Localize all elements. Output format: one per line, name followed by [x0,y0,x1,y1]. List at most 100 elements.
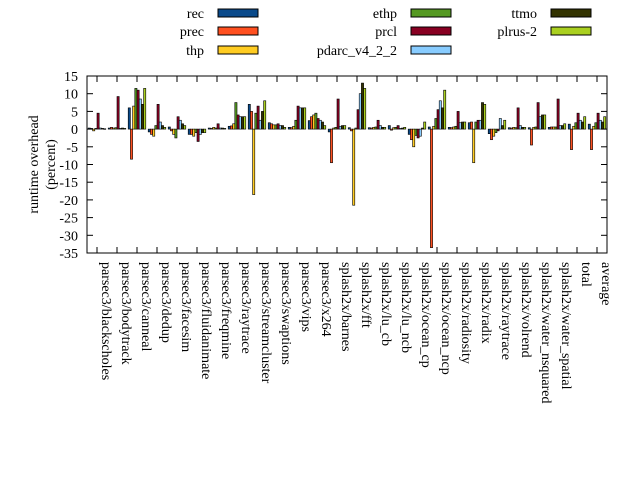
bar-prec-parsec3-x264 [310,116,313,130]
x-tick-label: parsec3/vips [298,262,313,332]
bar-ethp-splash2x-water-nsquared [534,126,538,130]
bar-pdarc_v4_2_2-parsec3-facesim [178,119,182,130]
y-tick-label: 5 [71,105,78,120]
legend-item-ttmo: ttmo [511,7,592,22]
bar-ethp-splash2x-barnes [334,127,338,130]
bar-rec-splash2x-water-spatial [547,127,551,130]
bars-layer [87,82,607,248]
bar-rec-parsec3-vips [287,127,291,130]
bar-thp-parsec3-dedup [152,128,156,137]
bar-plrus-2-parsec3-canneal [143,88,147,130]
x-tick-label: splash2x/water_spatial [558,262,573,390]
bar-prcl-splash2x-barnes [336,98,340,130]
y-tick-label: -30 [59,229,78,244]
bar-prec-splash2x-lu-ncb [390,128,393,131]
bar-ttmo-parsec3-dedup [161,125,164,130]
bar-thp-splash2x-water-nsquared [532,127,536,130]
bar-ttmo-parsec3-swaptions [281,125,284,130]
bar-rec-parsec3-bodytrack [107,127,111,130]
bar-ttmo-splash2x-water-spatial [561,125,564,130]
bar-ttmo-splash2x-lu-ncb [401,127,404,130]
bar-rec-splash2x-lu-cb [367,127,371,130]
bar-ttmo-average [601,121,604,130]
bar-thp-splash2x-ocean-cp [412,128,416,148]
bar-plrus-2-parsec3-raytrace [243,116,247,130]
bar-prec-parsec3-canneal [130,128,133,160]
bar-ttmo-parsec3-raytrace [241,116,244,130]
bar-thp-splash2x-barnes [332,127,336,130]
bar-prec-splash2x-ocean-cp [410,128,413,141]
bar-ethp-parsec3-freqmine [214,127,218,130]
bar-plrus-2-splash2x-radiosity [463,121,467,130]
legend-label: plrus-2 [497,25,537,40]
bar-pdarc_v4_2_2-splash2x-raytrace [498,118,502,130]
legend-label: pdarc_v4_2_2 [317,44,397,59]
bar-prec-parsec3-streamcluster [250,111,253,130]
y-axis-label-line: (percent) [44,139,59,190]
bar-pdarc_v4_2_2-splash2x-lu-cb [378,125,382,130]
bar-thp-splash2x-ocean-ncp [432,125,436,130]
bar-ethp-splash2x-ocean-cp [414,128,418,136]
bar-pdarc_v4_2_2-parsec3-streamcluster [258,119,262,130]
x-tick-label: parsec3/x264 [318,262,333,337]
y-tick-label: -20 [59,194,78,209]
bar-plrus-2-splash2x-water-nsquared [543,114,547,130]
bar-rec-parsec3-freqmine [207,127,211,130]
y-tick-label: -5 [66,141,78,156]
x-tick-label: average [598,262,613,306]
bar-pdarc_v4_2_2-splash2x-barnes [338,125,342,130]
bar-plrus-2-parsec3-vips [303,107,307,130]
legend-label: ttmo [511,7,537,22]
bar-prec-parsec3-fluidanimate [190,128,193,135]
bar-ethp-parsec3-raytrace [234,102,238,130]
bar-ethp-parsec3-dedup [154,125,158,130]
bar-thp-parsec3-facesim [172,128,176,135]
x-tick-label: parsec3/blackscholes [98,262,113,380]
x-tick-label: splash2x/water_nsquared [538,262,553,404]
legend-swatch [410,8,452,18]
bar-plrus-2-splash2x-water-spatial [563,123,567,130]
bar-prcl-splash2x-raytrace [496,128,500,132]
legend-swatch [217,8,259,18]
legend-item-prec: prec [180,25,259,40]
bar-ethp-splash2x-raytrace [494,128,498,133]
bar-prec-splash2x-raytrace [490,128,493,141]
x-tick-label: parsec3/freqmine [218,262,233,359]
bar-prec-parsec3-bodytrack [110,127,113,130]
bar-pdarc_v4_2_2-parsec3-raytrace [238,116,242,130]
bar-thp-average [592,125,596,130]
y-tick-label: -15 [59,176,78,191]
bar-prcl-parsec3-canneal [136,89,140,130]
bar-thp-parsec3-streamcluster [252,128,256,195]
bar-prcl-parsec3-streamcluster [256,105,260,130]
x-tick-label: parsec3/swaptions [278,262,293,365]
bar-rec-splash2x-radix [467,122,471,130]
bar-ttmo-parsec3-x264 [321,121,324,130]
bar-prec-splash2x-water-nsquared [530,128,533,146]
bar-thp-parsec3-freqmine [212,127,216,130]
bar-prec-splash2x-water-spatial [550,126,553,130]
y-axis-label: runtime overhead (percent) [27,115,59,213]
bar-rec-total [567,123,571,130]
bar-rec-splash2x-radiosity [447,127,451,130]
bar-prec-splash2x-volrend [510,127,513,130]
bar-prec-splash2x-barnes [330,128,333,164]
bar-prcl-splash2x-volrend [516,107,520,130]
bar-pdarc_v4_2_2-parsec3-bodytrack [118,128,122,130]
bar-pdarc_v4_2_2-splash2x-lu-ncb [398,128,402,130]
bar-prec-splash2x-radiosity [450,127,453,130]
legend-label: prec [180,25,204,40]
bar-prcl-splash2x-lu-ncb [396,125,400,130]
bar-plrus-2-splash2x-radix [483,104,487,130]
bar-ethp-parsec3-facesim [174,128,178,139]
bar-thp-parsec3-x264 [312,114,316,130]
legend-item-prcl: prcl [375,25,452,40]
bar-rec-splash2x-water-nsquared [527,127,531,130]
bar-prec-parsec3-swaptions [270,123,273,130]
bar-ttmo-parsec3-fluidanimate [201,128,204,133]
bar-pdarc_v4_2_2-parsec3-canneal [138,98,142,130]
x-tick-label: total [578,262,593,287]
x-tick-label: splash2x/raytrace [498,262,513,360]
bar-rec-splash2x-raytrace [487,128,491,135]
bar-ttmo-splash2x-radix [481,102,484,130]
